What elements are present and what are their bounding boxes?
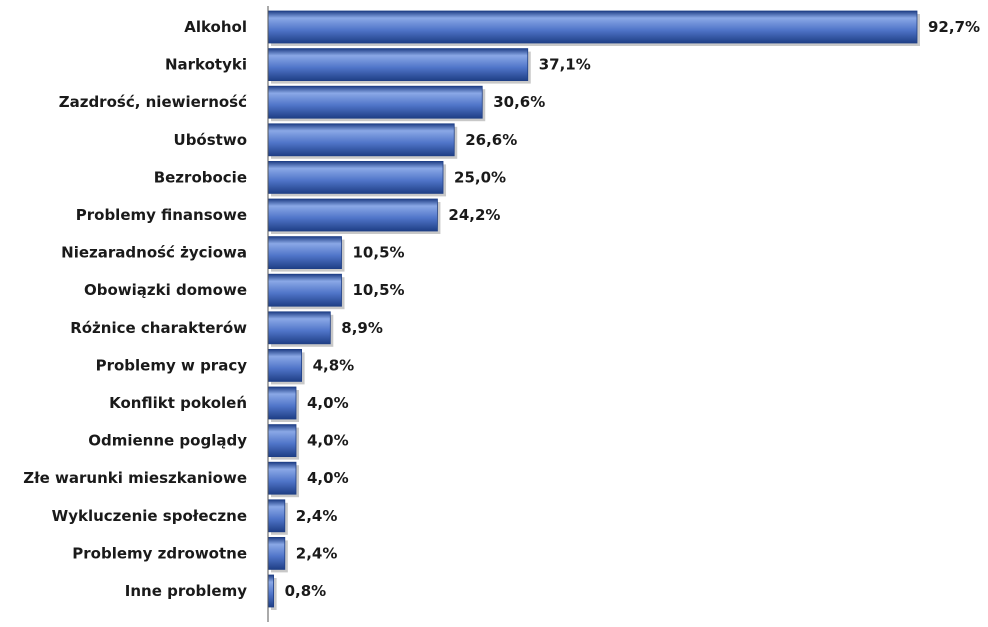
category-label: Problemy zdrowotne (72, 544, 247, 562)
bar (267, 537, 286, 570)
data-label: 10,5% (353, 281, 405, 299)
category-labels: Alkohol Narkotyki Zazdrość, niewierność Ubó… (23, 18, 247, 600)
bar (267, 311, 331, 345)
category-label: Alkohol (184, 18, 247, 36)
data-label: 30,6% (493, 93, 545, 111)
data-label: 2,4% (296, 507, 338, 525)
category-label: Różnice charakterów (70, 319, 247, 337)
category-label: Inne problemy (125, 582, 247, 600)
bar (267, 574, 275, 608)
data-label: 2,4% (296, 544, 338, 562)
category-label: Wykluczenie społeczne (52, 507, 247, 525)
bar (267, 160, 444, 194)
data-label: 37,1% (539, 56, 591, 74)
bars-layer (267, 10, 920, 610)
data-label: 0,8% (285, 582, 327, 600)
data-label: 4,0% (307, 394, 349, 412)
data-label: 24,2% (448, 206, 500, 224)
data-label: 10,5% (353, 244, 405, 262)
category-label: Złe warunki mieszkaniowe (23, 469, 247, 487)
category-label: Ubóstwo (174, 131, 247, 149)
data-label: 92,7% (928, 18, 980, 36)
category-label: Problemy finansowe (76, 206, 247, 224)
bar (267, 386, 297, 420)
bar (267, 273, 342, 307)
category-label: Niezaradność życiowa (61, 244, 247, 262)
value-labels: 92,7% 37,1% 30,6% 26,6% 25,0% 24,2% 10,5% 10,5%… (285, 18, 980, 600)
category-label: Odmienne poglądy (88, 432, 247, 450)
category-label: Konflikt pokoleń (109, 394, 247, 412)
bar (267, 123, 455, 157)
data-label: 4,8% (313, 356, 355, 374)
data-label: 8,9% (341, 319, 383, 337)
bar (267, 10, 918, 44)
bar (267, 198, 438, 232)
bar (267, 236, 342, 270)
category-label: Narkotyki (165, 56, 247, 74)
data-label: 4,0% (307, 432, 349, 450)
bar (267, 461, 297, 495)
category-label: Zazdrość, niewierność (59, 93, 247, 111)
category-label: Bezrobocie (154, 168, 247, 186)
bar (267, 499, 286, 533)
data-label: 4,0% (307, 469, 349, 487)
category-label: Problemy w pracy (96, 356, 248, 374)
bar (267, 48, 529, 81)
data-label: 25,0% (454, 168, 506, 186)
bar (267, 424, 297, 458)
category-label: Obowiązki domowe (84, 281, 247, 299)
bar (267, 85, 483, 119)
data-label: 26,6% (465, 131, 517, 149)
bar (267, 348, 303, 382)
